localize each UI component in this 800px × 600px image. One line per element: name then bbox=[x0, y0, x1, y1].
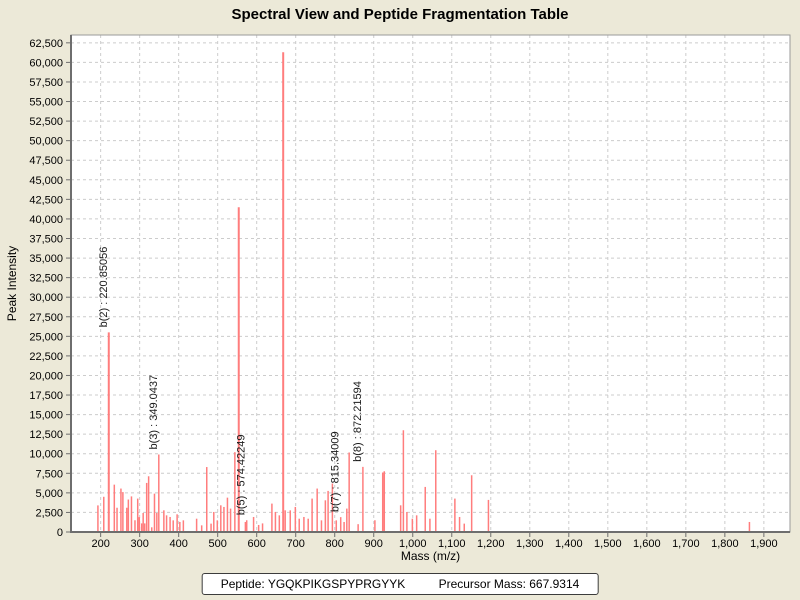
svg-text:1,700: 1,700 bbox=[672, 538, 700, 550]
svg-text:12,500: 12,500 bbox=[29, 429, 63, 441]
fragment-ion-label: b(5) : 574.42249 bbox=[236, 435, 248, 516]
svg-text:600: 600 bbox=[248, 538, 266, 550]
svg-text:55,000: 55,000 bbox=[29, 97, 63, 109]
svg-text:25,000: 25,000 bbox=[29, 331, 63, 343]
spectrum-plot[interactable]: 200 300 400 500 600 700 800 900 1,000 1,100 1,200 1… bbox=[0, 0, 800, 570]
fragment-ion-label: b(2) : 220.85056 bbox=[98, 247, 110, 328]
svg-text:Peak Intensity: Peak Intensity bbox=[5, 246, 19, 321]
svg-text:10,000: 10,000 bbox=[29, 449, 63, 461]
svg-text:35,000: 35,000 bbox=[29, 253, 63, 265]
svg-text:52,500: 52,500 bbox=[29, 116, 63, 128]
svg-text:40,000: 40,000 bbox=[29, 214, 63, 226]
svg-text:700: 700 bbox=[287, 538, 305, 550]
peptide-sequence-text: Peptide: YGQKPIKGSPYPRGYYK bbox=[220, 577, 406, 591]
svg-text:1,400: 1,400 bbox=[555, 538, 583, 550]
svg-text:900: 900 bbox=[365, 538, 383, 550]
svg-text:400: 400 bbox=[169, 538, 187, 550]
fragment-ion-label: b(8) : 872.21594 bbox=[352, 381, 364, 462]
svg-text:47,500: 47,500 bbox=[29, 155, 63, 167]
svg-text:37,500: 37,500 bbox=[29, 233, 63, 245]
svg-text:5,000: 5,000 bbox=[35, 488, 63, 500]
svg-text:1,600: 1,600 bbox=[633, 538, 661, 550]
svg-text:7,500: 7,500 bbox=[35, 468, 63, 480]
svg-text:30,000: 30,000 bbox=[29, 292, 63, 304]
svg-text:1,500: 1,500 bbox=[594, 538, 622, 550]
svg-text:1,100: 1,100 bbox=[438, 538, 466, 550]
svg-text:1,300: 1,300 bbox=[516, 538, 544, 550]
svg-text:50,000: 50,000 bbox=[29, 136, 63, 148]
svg-text:45,000: 45,000 bbox=[29, 175, 63, 187]
svg-text:2,500: 2,500 bbox=[35, 507, 63, 519]
svg-text:1,200: 1,200 bbox=[477, 538, 505, 550]
svg-text:57,500: 57,500 bbox=[29, 77, 63, 89]
svg-text:300: 300 bbox=[130, 538, 148, 550]
svg-text:1,800: 1,800 bbox=[711, 538, 739, 550]
svg-text:20,000: 20,000 bbox=[29, 370, 63, 382]
svg-text:32,500: 32,500 bbox=[29, 273, 63, 285]
svg-text:Mass (m/z): Mass (m/z) bbox=[401, 549, 460, 563]
svg-text:27,500: 27,500 bbox=[29, 312, 63, 324]
svg-text:800: 800 bbox=[326, 538, 344, 550]
svg-text:500: 500 bbox=[209, 538, 227, 550]
svg-text:62,500: 62,500 bbox=[29, 38, 63, 50]
svg-text:0: 0 bbox=[57, 527, 63, 539]
svg-text:1,000: 1,000 bbox=[399, 538, 427, 550]
page-title: Spectral View and Peptide Fragmentation … bbox=[231, 6, 569, 23]
svg-text:15,000: 15,000 bbox=[29, 410, 63, 422]
peptide-info-box: Peptide: YGQKPIKGSPYPRGYYK Precursor Mas… bbox=[201, 573, 599, 595]
precursor-mass-text: Precursor Mass: 667.9314 bbox=[438, 577, 580, 591]
svg-text:17,500: 17,500 bbox=[29, 390, 63, 402]
svg-text:1,900: 1,900 bbox=[750, 538, 778, 550]
svg-text:60,000: 60,000 bbox=[29, 57, 63, 69]
fragment-ion-label: b(7) : 815.34009 bbox=[330, 431, 342, 512]
svg-text:42,500: 42,500 bbox=[29, 194, 63, 206]
fragment-ion-label: b(3) : 349.0437 bbox=[148, 375, 160, 450]
svg-text:22,500: 22,500 bbox=[29, 351, 63, 363]
svg-text:200: 200 bbox=[91, 538, 109, 550]
